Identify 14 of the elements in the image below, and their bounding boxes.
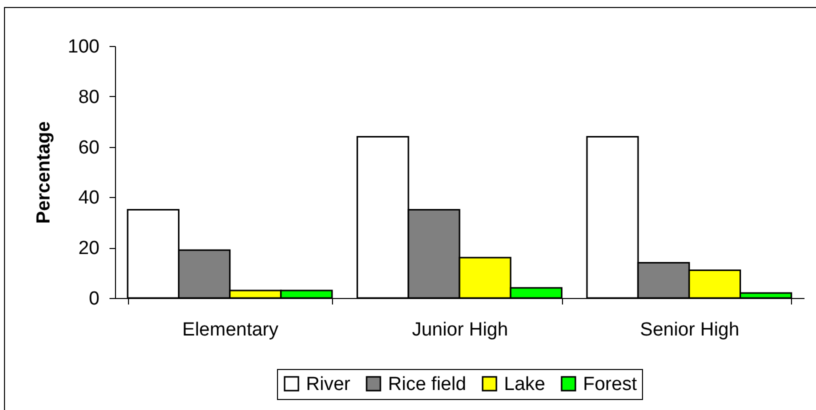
y-tick-label: 40	[78, 188, 100, 209]
y-tick-label: 80	[78, 86, 100, 108]
y-tick-label: 20	[78, 238, 100, 260]
legend-label: River	[306, 374, 352, 395]
x-tick-label: Elementary	[182, 320, 279, 340]
y-tick-label: 0	[88, 288, 100, 310]
y-tick-label: 60	[78, 137, 100, 158]
legend-label: Lake	[504, 374, 546, 395]
legend-label: Rice field	[388, 374, 466, 395]
legend-label: Forest	[583, 374, 638, 395]
y-tick-label: 100	[68, 36, 100, 58]
x-tick-label: Senior High	[640, 320, 740, 340]
x-tick-label: Junior High	[412, 320, 508, 340]
y-axis-title: Percentage	[34, 121, 54, 224]
